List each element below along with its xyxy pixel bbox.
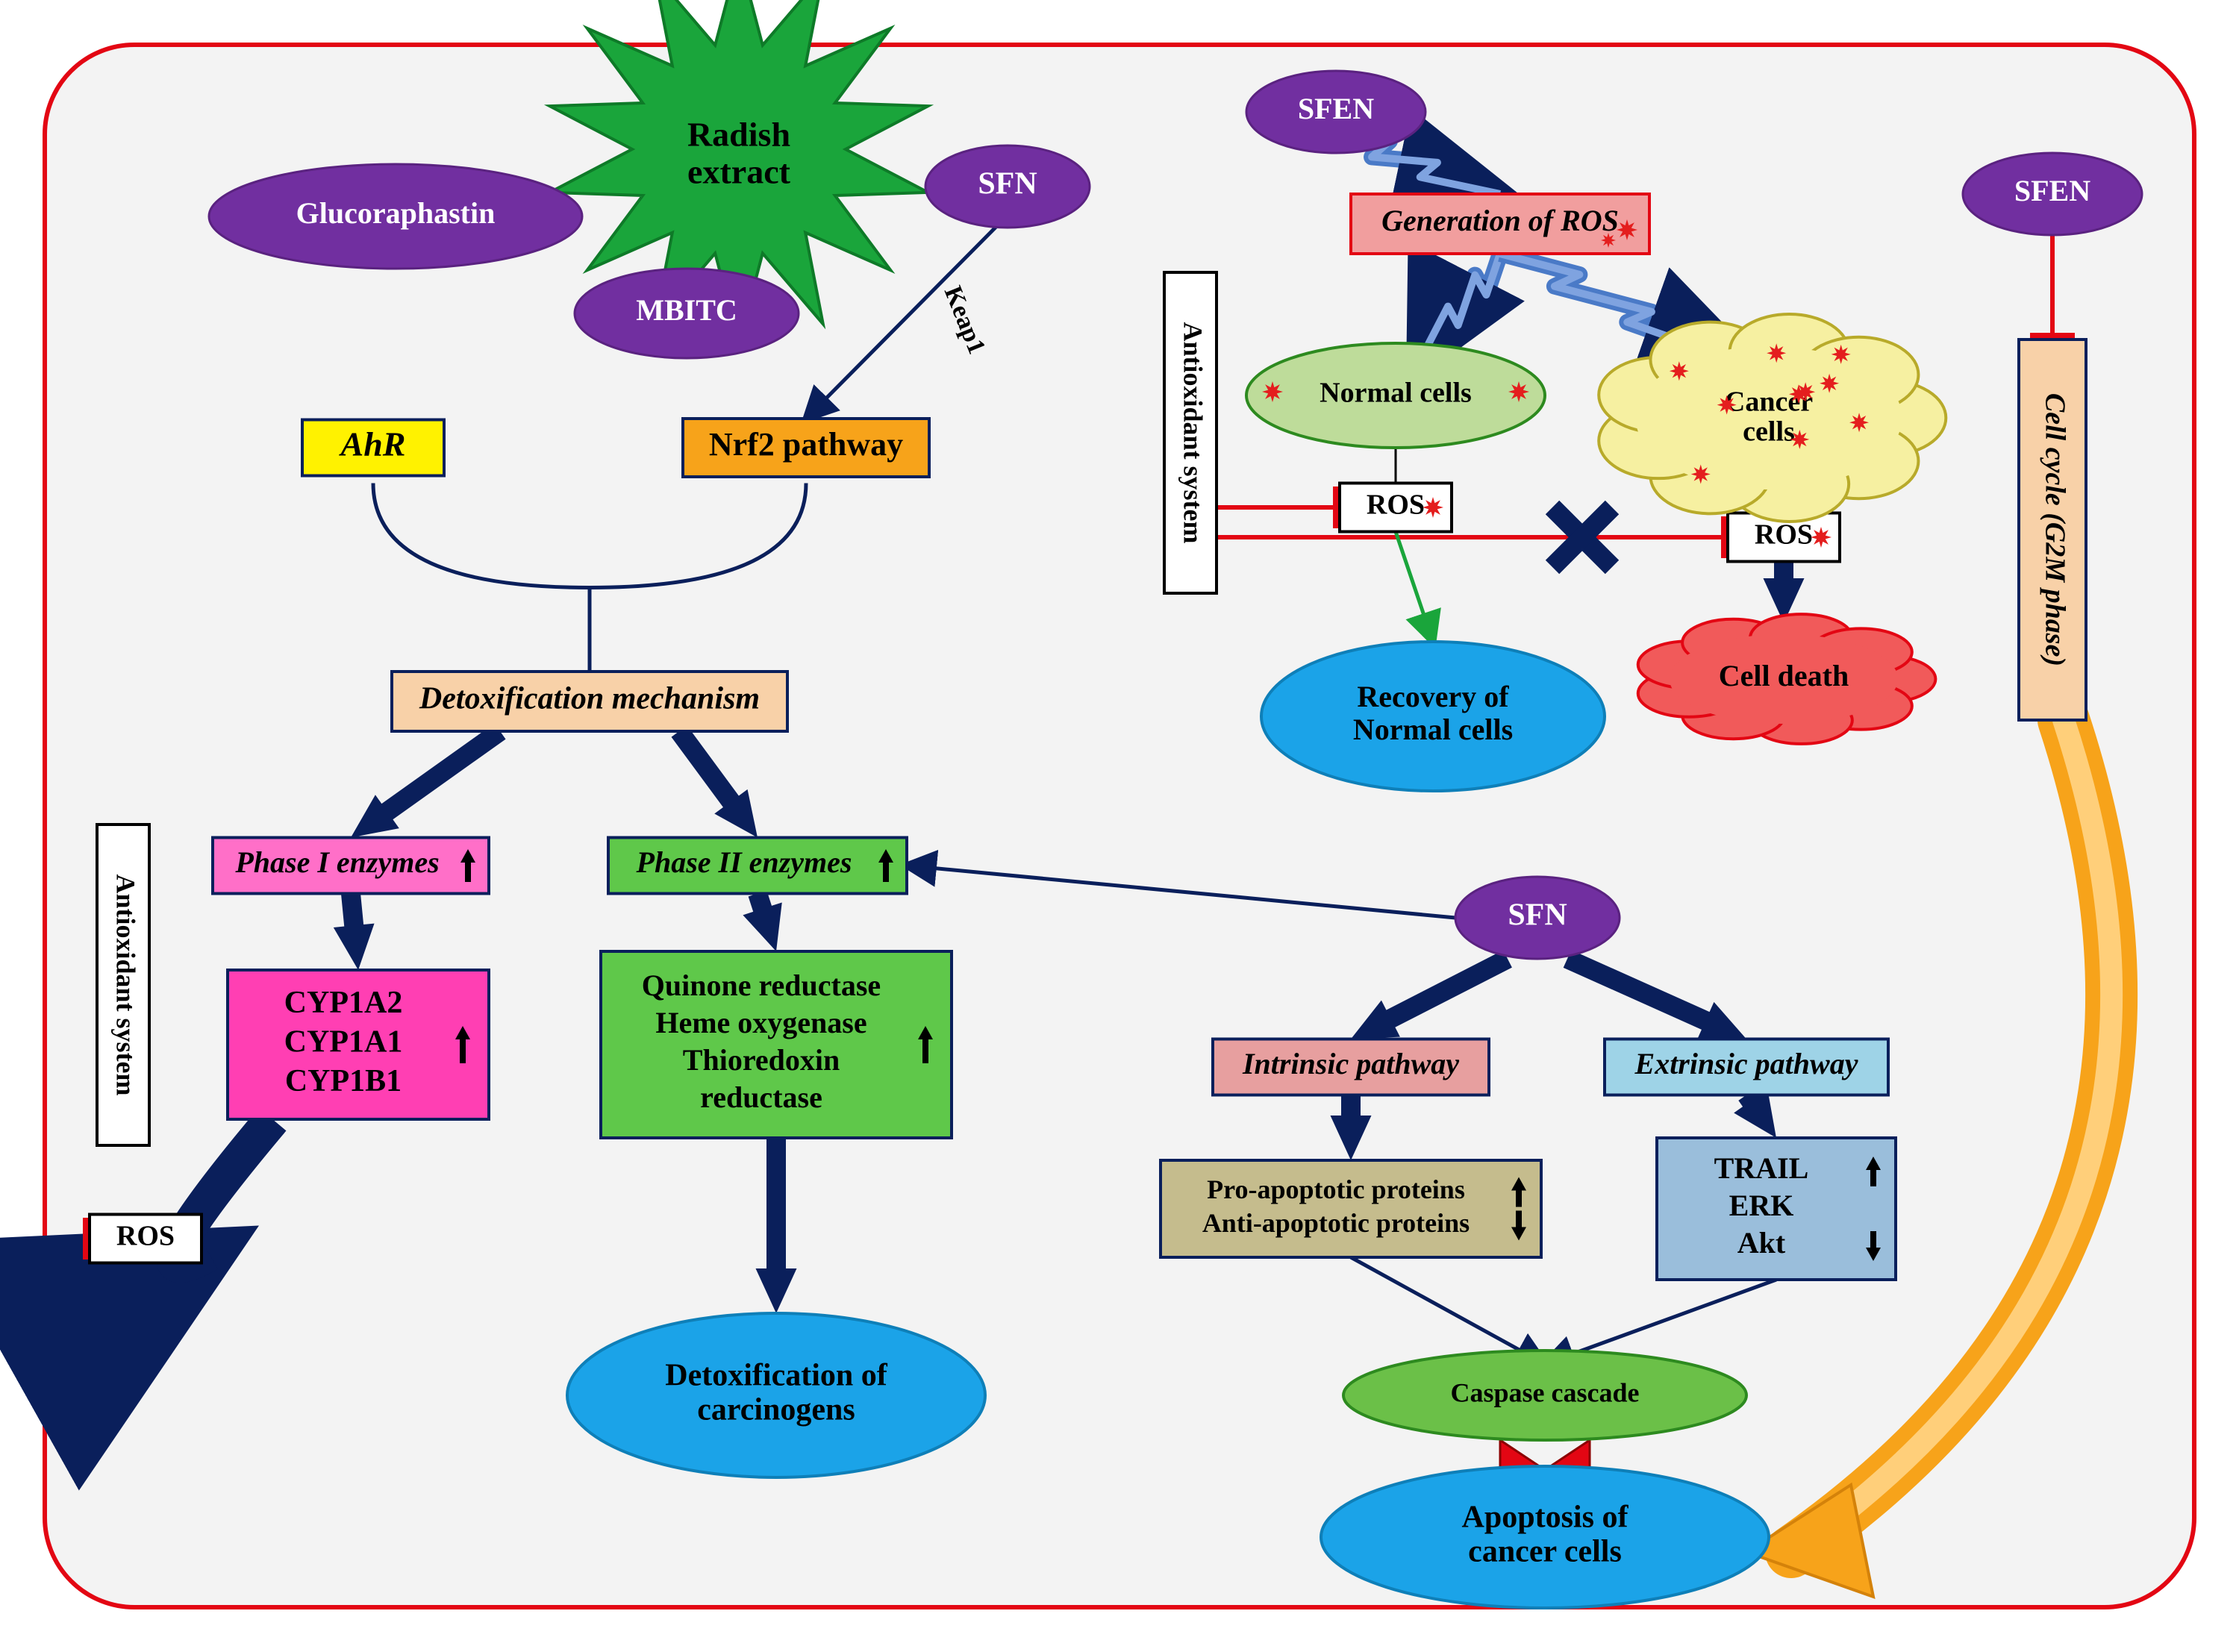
ros-dot (1811, 527, 1832, 548)
ros-dot (1601, 233, 1616, 248)
normal-label: Normal cells (1320, 378, 1472, 409)
mbitc-label: MBITC (636, 293, 737, 327)
svg-text:extract: extract (687, 153, 791, 191)
ros-dot (1617, 219, 1637, 240)
ros-dot (1767, 343, 1786, 363)
genros-label: Generation of ROS (1381, 204, 1619, 237)
svg-text:cancer cells: cancer cells (1468, 1535, 1622, 1569)
phase2-label: Phase II enzymes (636, 845, 852, 879)
intrinsic-label: Intrinsic pathway (1242, 1047, 1459, 1080)
p2list-line: Thioredoxin (683, 1043, 840, 1077)
apop-label: Apoptosis of (1462, 1501, 1629, 1535)
ros-dot (1849, 413, 1869, 432)
cyp-line: CYP1B1 (285, 1064, 402, 1098)
p2list-line: reductase (700, 1080, 822, 1114)
sfen1-label: SFEN (1298, 92, 1374, 125)
detox-label: Detoxification mechanism (419, 682, 760, 716)
sfn1-label: SFN (978, 167, 1037, 201)
detoxcarc-label: Detoxification of (665, 1359, 887, 1393)
proapop-line: Anti-apoptotic proteins (1202, 1208, 1470, 1238)
p2list-line: Quinone reductase (642, 969, 881, 1002)
ros-dot (1262, 381, 1283, 402)
ros-dot (1691, 464, 1711, 484)
trail-line: TRAIL (1714, 1151, 1809, 1185)
cyp-line: CYP1A2 (284, 986, 403, 1020)
radish-label: Radish (687, 116, 790, 154)
sfn2-label: SFN (1508, 898, 1567, 933)
svg-text:cells: cells (1743, 416, 1795, 448)
ros-dot (1796, 382, 1815, 401)
svg-text:carcinogens: carcinogens (697, 1393, 855, 1427)
trail-line: ERK (1729, 1189, 1794, 1222)
cellcycle-label: Cell cycle (G2M phase) (2039, 393, 2070, 666)
glucoraphastin-label: Glucoraphastin (296, 196, 496, 230)
caspase-label: Caspase cascade (1451, 1377, 1640, 1407)
ros-dot (1508, 381, 1529, 402)
nrf2-label: Nrf2 pathway (709, 426, 903, 463)
ros-dot (1670, 361, 1689, 381)
p2list-line: Heme oxygenase (655, 1006, 866, 1039)
ros-dot (1820, 374, 1839, 393)
ros-dot (1790, 430, 1809, 449)
trail-line: Akt (1737, 1226, 1786, 1260)
extrinsic-label: Extrinsic pathway (1634, 1047, 1858, 1080)
ros1-label: ROS (1367, 489, 1425, 521)
svg-text:Normal cells: Normal cells (1353, 713, 1513, 746)
ahr-label: AhR (339, 425, 406, 463)
recovery-label: Recovery of (1357, 680, 1509, 713)
sfen2-label: SFEN (2014, 174, 2090, 207)
ros-dot (1832, 345, 1851, 364)
ros2-label: ROS (1755, 519, 1813, 551)
antiox1-label: Antioxidant system (1178, 322, 1208, 543)
ros-dot (1423, 497, 1443, 518)
ros-dot (1717, 395, 1737, 415)
proapop-line: Pro-apoptotic proteins (1207, 1174, 1465, 1204)
antiox2-label: Antioxidant system (111, 874, 141, 1095)
cyp-line: CYP1A1 (284, 1025, 403, 1060)
phase1-label: Phase I enzymes (234, 845, 439, 879)
ros3-label: ROS (116, 1221, 175, 1252)
death-label: Cell death (1719, 659, 1849, 692)
